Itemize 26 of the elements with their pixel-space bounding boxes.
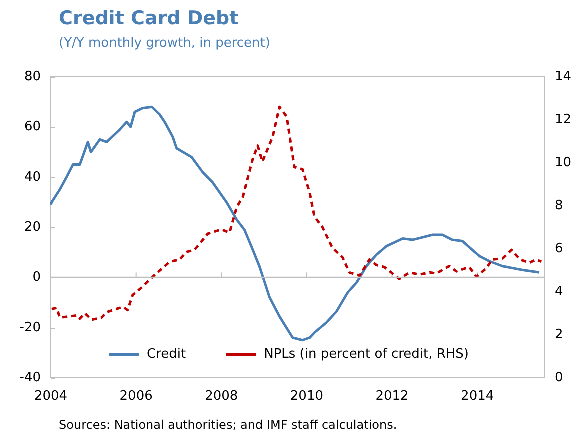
y2-tick-label: 14 <box>555 70 572 84</box>
chart-subtitle: (Y/Y monthly growth, in percent) <box>59 36 270 51</box>
x-tick-label: 2012 <box>376 389 409 404</box>
y-tick-label: 60 <box>24 120 41 135</box>
y-tick-label: -20 <box>20 320 41 336</box>
x-tick-label: 2010 <box>290 389 324 404</box>
y2-tick-label: 6 <box>555 242 564 256</box>
chart-title: Credit Card Debt <box>59 8 239 30</box>
y2-tick-label: 4 <box>555 284 564 300</box>
legend-label: Credit <box>146 347 186 362</box>
source-note: Sources: National authorities; and IMF staff calculations. <box>59 418 398 432</box>
x-tick-label: 2014 <box>461 389 494 404</box>
x-tick-label: 2008 <box>205 389 238 404</box>
y-tick-label: -40 <box>20 370 41 386</box>
y2-tick-label: 10 <box>555 156 572 170</box>
y-tick-label: 40 <box>24 170 41 185</box>
y2-tick-label: 8 <box>555 198 564 214</box>
y-tick-label: 80 <box>24 70 41 84</box>
y2-tick-label: 0 <box>555 370 564 386</box>
y2-tick-label: 2 <box>555 328 564 342</box>
x-tick-label: 2004 <box>34 389 68 404</box>
legend-label: NPLs (in percent of credit, RHS) <box>264 347 470 362</box>
y2-tick-label: 12 <box>555 112 572 128</box>
y-tick-label: 0 <box>32 270 41 286</box>
y-tick-label: 20 <box>24 220 41 235</box>
x-tick-label: 2006 <box>120 389 153 404</box>
